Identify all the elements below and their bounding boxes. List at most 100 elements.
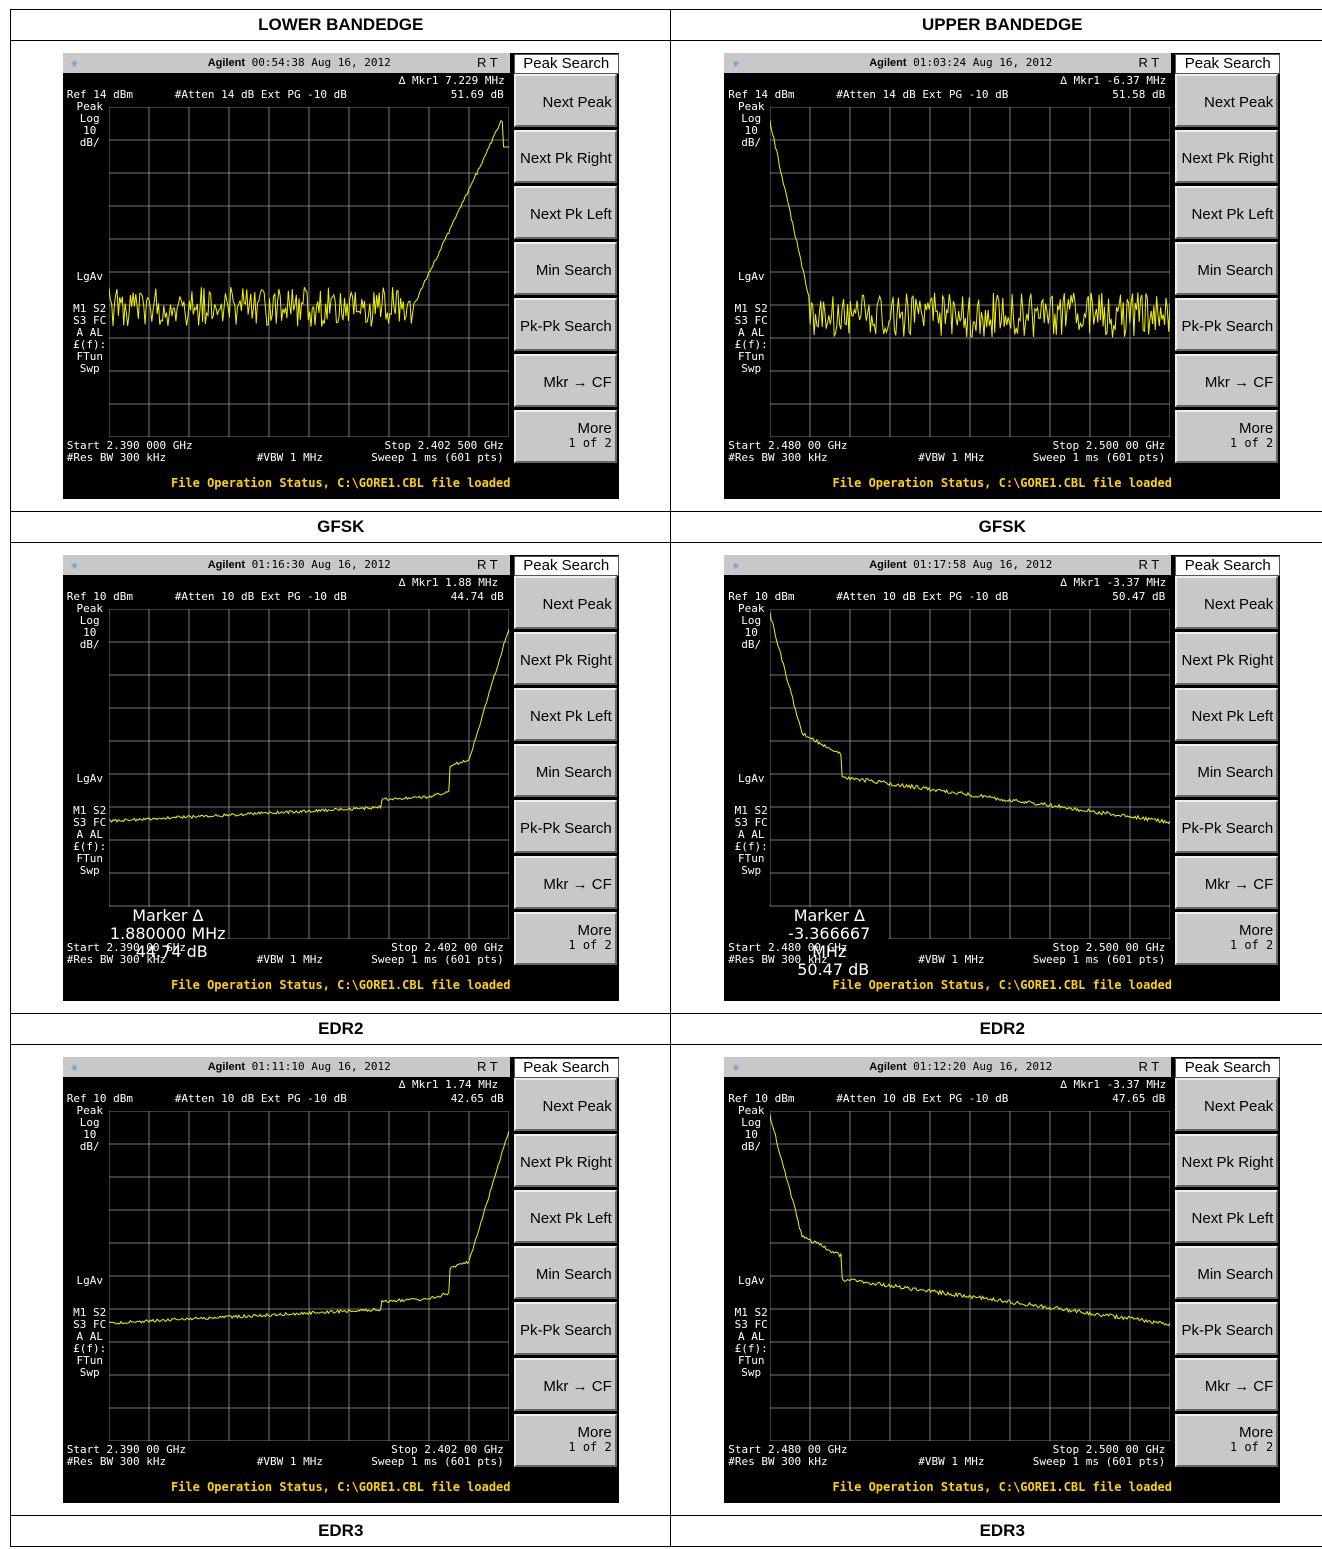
pk-pk-search-button[interactable]: Pk-Pk Search (513, 1302, 617, 1355)
timestamp: 01:11:10 Aug 16, 2012 (251, 1060, 391, 1073)
log-label: Log (79, 1116, 100, 1129)
mkr-to-cf-button[interactable]: Mkr → CF (513, 856, 617, 909)
agilent-logo-icon: ✳ (70, 56, 78, 70)
mode-label: EDR3 (9, 1515, 672, 1547)
more-button[interactable]: More 1 of 2 (513, 410, 617, 463)
attenuation: #Atten 10 dB Ext PG -10 dB (174, 590, 347, 603)
next-peak-button[interactable]: Next Peak (1175, 74, 1279, 127)
analyzer-screenshot: ✳ Agilent 01:12:20 Aug 16, 2012 R T ∆ Mk… (724, 1057, 1281, 1503)
analyzer-screenshot: ✳ Agilent 01:11:10 Aug 16, 2012 R T ∆ Mk… (62, 1057, 619, 1503)
next-peak-button[interactable]: Next Peak (513, 74, 617, 127)
more-button[interactable]: More 1 of 2 (513, 912, 617, 965)
agilent-logo-icon: ✳ (70, 558, 78, 572)
res-bw: #Res BW 300 kHz (728, 1455, 828, 1468)
min-search-button[interactable]: Min Search (513, 242, 617, 295)
softkey-panel: Peak Search Next Peak Next Pk Right Next… (511, 53, 619, 473)
agilent-logo-icon: ✳ (732, 56, 740, 70)
vbw: #VBW 1 MHz (256, 1455, 323, 1468)
timestamp: 01:12:20 Aug 16, 2012 (913, 1060, 1053, 1073)
next-peak-button[interactable]: Next Peak (1175, 1078, 1279, 1131)
more-button[interactable]: More 1 of 2 (513, 1414, 617, 1467)
db-div-label: dB/ (79, 136, 100, 149)
next-peak-button[interactable]: Next Peak (513, 576, 617, 629)
peak-label: Peak (737, 1104, 765, 1117)
mode-label: GFSK (9, 511, 672, 543)
next-pk-right-button[interactable]: Next Pk Right (513, 130, 617, 183)
next-pk-left-button[interactable]: Next Pk Left (513, 688, 617, 741)
pk-pk-search-button[interactable]: Pk-Pk Search (513, 298, 617, 351)
analyzer-screen: ✳ Agilent 01:17:58 Aug 16, 2012 R T ∆ Mk… (724, 555, 1172, 979)
swp-label: Swp (79, 362, 100, 375)
pk-pk-search-button[interactable]: Pk-Pk Search (513, 800, 617, 853)
min-search-button[interactable]: Min Search (513, 744, 617, 797)
start-freq: Start 2.480 00 GHz (728, 1443, 848, 1456)
min-search-button[interactable]: Min Search (513, 1246, 617, 1299)
rt-indicator: R T (1138, 1059, 1160, 1074)
next-pk-left-button[interactable]: Next Pk Left (1175, 1190, 1279, 1243)
pk-pk-search-button[interactable]: Pk-Pk Search (1175, 298, 1279, 351)
marker-value: 50.47 dB (1112, 590, 1166, 603)
next-pk-left-button[interactable]: Next Pk Left (1175, 186, 1279, 239)
softkey-menu-title: Peak Search (1175, 54, 1281, 74)
mkr-to-cf-button[interactable]: Mkr → CF (1175, 354, 1279, 407)
peak-label: Peak (76, 100, 103, 113)
mkr-to-cf-button[interactable]: Mkr → CF (513, 1358, 617, 1411)
m1s2-label: M1 S2 (734, 1306, 768, 1319)
lgav-label: LgAv (76, 1274, 103, 1287)
header-upper: UPPER BANDEDGE (670, 9, 1322, 41)
peak-label: Peak (737, 602, 765, 615)
file-status-bar: File Operation Status, C:\GORE1.CBL file… (724, 1479, 1281, 1496)
ftun-label: FTun (76, 852, 103, 865)
ef-label: £(f): (734, 338, 768, 351)
spectrum-plot (108, 609, 509, 939)
start-freq: Start 2.480 00 GHz (728, 439, 848, 452)
file-status-bar: File Operation Status, C:\GORE1.CBL file… (62, 475, 619, 492)
pk-pk-search-button[interactable]: Pk-Pk Search (1175, 800, 1279, 853)
sweep-time: Sweep 1 ms (601 pts) (1032, 451, 1166, 464)
next-peak-button[interactable]: Next Peak (1175, 576, 1279, 629)
next-pk-right-button[interactable]: Next Pk Right (1175, 632, 1279, 685)
next-pk-left-button[interactable]: Next Pk Left (1175, 688, 1279, 741)
marker-delta: ∆ Mkr1 1.74 MHz (398, 1078, 499, 1091)
vbw: #VBW 1 MHz (256, 451, 323, 464)
log-label: Log (741, 1116, 762, 1129)
next-pk-right-button[interactable]: Next Pk Right (1175, 130, 1279, 183)
softkey-menu-title: Peak Search (1175, 556, 1281, 576)
marker-readout-db: 44.74 dB (135, 942, 208, 961)
min-search-button[interactable]: Min Search (1175, 1246, 1279, 1299)
analyzer-title-bar: ✳ Agilent 01:16:30 Aug 16, 2012 R T (62, 555, 510, 575)
analyzer-title-bar: ✳ Agilent 00:54:38 Aug 16, 2012 R T (62, 53, 510, 73)
next-pk-left-button[interactable]: Next Pk Left (513, 186, 617, 239)
rt-indicator: R T (477, 55, 498, 70)
min-search-button[interactable]: Min Search (1175, 744, 1279, 797)
screenshot-cell: ✳ Agilent 01:11:10 Aug 16, 2012 R T ∆ Mk… (9, 1044, 672, 1516)
next-pk-left-button[interactable]: Next Pk Left (513, 1190, 617, 1243)
attenuation: #Atten 10 dB Ext PG -10 dB (174, 1092, 347, 1105)
more-button[interactable]: More 1 of 2 (1175, 410, 1279, 463)
marker-readout-title: Marker ∆ (132, 906, 204, 925)
min-search-button[interactable]: Min Search (1175, 242, 1279, 295)
db-div-label: dB/ (741, 136, 762, 149)
stop-freq: Stop 2.500 00 GHz (1052, 941, 1166, 954)
next-pk-right-button[interactable]: Next Pk Right (513, 1134, 617, 1187)
next-pk-right-button[interactable]: Next Pk Right (513, 632, 617, 685)
m1s2-label: M1 S2 (734, 804, 768, 817)
screenshot-cell: ✳ Agilent 01:12:20 Aug 16, 2012 R T ∆ Mk… (670, 1044, 1322, 1516)
next-pk-right-button[interactable]: Next Pk Right (1175, 1134, 1279, 1187)
peak-label: Peak (737, 100, 765, 113)
analyzer-title-bar: ✳ Agilent 01:12:20 Aug 16, 2012 R T (724, 1057, 1172, 1077)
more-button[interactable]: More 1 of 2 (1175, 912, 1279, 965)
mkr-to-cf-button[interactable]: Mkr → CF (1175, 1358, 1279, 1411)
brand-name: Agilent (869, 57, 907, 69)
more-button[interactable]: More 1 of 2 (1175, 1414, 1279, 1467)
pk-pk-search-button[interactable]: Pk-Pk Search (1175, 1302, 1279, 1355)
next-peak-button[interactable]: Next Peak (513, 1078, 617, 1131)
mkr-to-cf-button[interactable]: Mkr → CF (513, 354, 617, 407)
analyzer-screenshot: ✳ Agilent 01:17:58 Aug 16, 2012 R T ∆ Mk… (724, 555, 1281, 1001)
vbw: #VBW 1 MHz (918, 953, 985, 966)
mkr-to-cf-button[interactable]: Mkr → CF (1175, 856, 1279, 909)
analyzer-screenshot: ✳ Agilent 01:03:24 Aug 16, 2012 R T ∆ Mk… (724, 53, 1281, 499)
softkey-panel: Peak Search Next Peak Next Pk Right Next… (511, 1057, 619, 1477)
res-bw: #Res BW 300 kHz (66, 1455, 167, 1468)
attenuation: #Atten 14 dB Ext PG -10 dB (174, 88, 347, 101)
